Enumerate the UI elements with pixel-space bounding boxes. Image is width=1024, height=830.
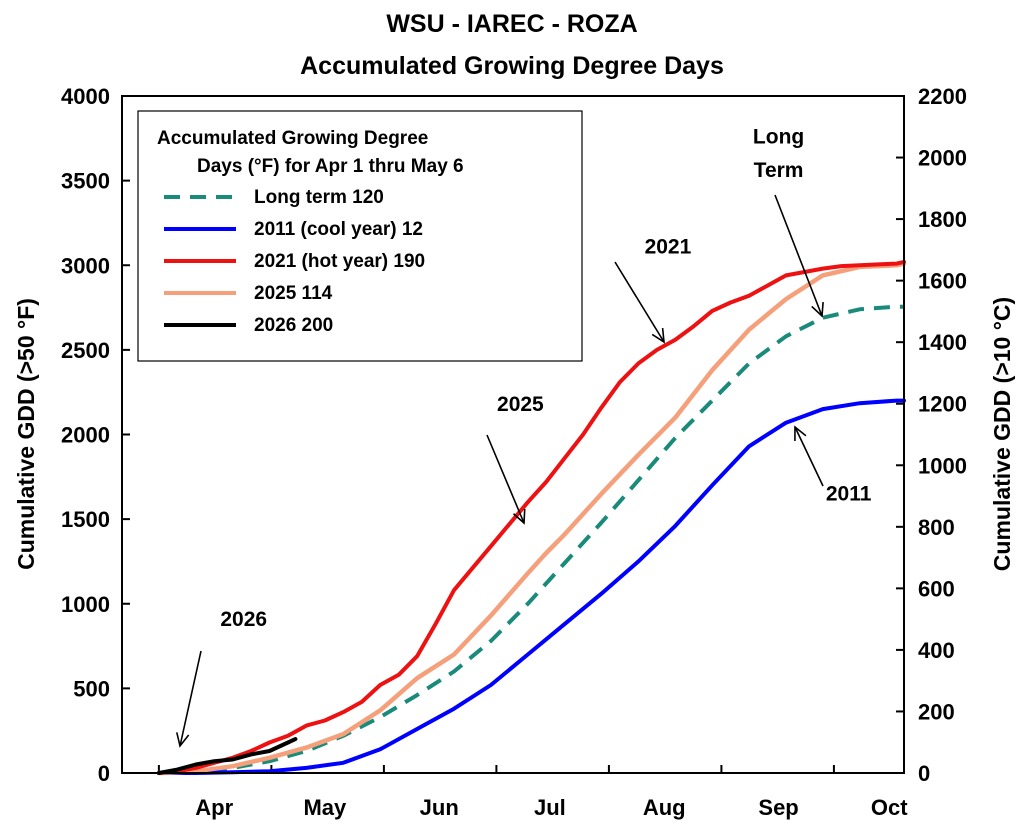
annotation-label-2: 2021 <box>645 235 692 258</box>
annotation-arrowhead-4 <box>175 732 190 748</box>
legend-label-0: Long term 120 <box>254 187 384 208</box>
series-line-2 <box>156 259 906 775</box>
legend-items: Long term 120 2011 (cool year) 12 2021 (ho… <box>164 187 425 336</box>
x-tick-label: Jun <box>420 795 459 820</box>
annotation-layer: Long Term 2021 2025 2011 2026 <box>175 125 872 748</box>
annotation-arrow-4 <box>179 650 202 747</box>
annotation-arrow-3 <box>794 426 824 487</box>
legend-title-line1: Accumulated Growing Degree <box>157 128 428 149</box>
y-left-tick-label: 3000 <box>61 253 110 278</box>
legend-label-4: 2026 200 <box>254 315 333 336</box>
axes-layer: 0 500 1000 1500 2000 2500 3000 3500 4000 0 200 400 6… <box>61 84 967 820</box>
legend-box <box>137 110 583 362</box>
annotation-label-5: 2026 <box>220 608 267 631</box>
annotation-arrowhead-2 <box>512 508 526 525</box>
annotation-label-1: Term <box>754 159 804 182</box>
chart-subtitle: Accumulated Growing Degree Days <box>300 52 724 80</box>
y-left-tick-label: 0 <box>98 761 110 786</box>
x-tick-label: Apr <box>195 795 233 820</box>
y-axis-left-label: Cumulative GDD (>50 °F) <box>13 298 39 570</box>
annotation-arrow-2 <box>486 434 525 524</box>
y-left-tick-label: 4000 <box>61 84 110 109</box>
y-left-tick-label: 500 <box>73 676 110 701</box>
y-right-tick-label: 400 <box>918 638 955 663</box>
y-axis-right-label: Cumulative GDD (>10 °C) <box>989 297 1015 571</box>
series-layer <box>156 259 907 776</box>
chart-title: WSU - IAREC - ROZA <box>386 10 637 38</box>
y-right-tick-label: 200 <box>918 699 955 724</box>
y-right-tick-label: 800 <box>918 515 955 540</box>
annotation-arrowhead-0 <box>811 301 824 318</box>
y-right-tick-label: 600 <box>918 576 955 601</box>
annotation-arrowhead-1 <box>651 327 665 344</box>
y-left-tick-label: 2000 <box>61 423 110 448</box>
y-left-tick-label: 1500 <box>61 507 110 532</box>
legend-label-2: 2021 (hot year) 190 <box>254 251 425 272</box>
series-line-1 <box>156 398 906 775</box>
y-right-tick-label: 2000 <box>918 146 967 171</box>
annotation-label-4: 2011 <box>826 483 872 506</box>
plot-frame <box>121 95 905 774</box>
y-right-tick-label: 1000 <box>918 453 967 478</box>
annotation-arrow-1 <box>614 261 665 343</box>
x-tick-label: Jul <box>534 795 566 820</box>
y-right-tick-label: 1600 <box>918 269 967 294</box>
y-left-tick-label: 1000 <box>61 592 110 617</box>
y-left-tick-label: 3500 <box>61 169 110 194</box>
series-line-3 <box>156 261 907 776</box>
y-right-tick-label: 1800 <box>918 207 967 232</box>
x-tick-label: Aug <box>643 795 686 820</box>
legend-label-1: 2011 (cool year) 12 <box>254 219 423 240</box>
legend-title-line2: Days (°F) for Apr 1 thru May 6 <box>197 156 464 177</box>
x-tick-label: Oct <box>871 795 908 820</box>
legend: Accumulated Growing Degree Days (°F) for… <box>137 110 583 362</box>
series-line-4 <box>156 737 298 775</box>
y-right-tick-label: 2200 <box>918 84 967 109</box>
series-line-0 <box>158 304 904 775</box>
y-right-tick-label: 1200 <box>918 392 967 417</box>
annotation-arrowhead-3 <box>794 425 807 442</box>
x-tick-label: Sep <box>758 795 798 820</box>
y-right-tick-label: 1400 <box>918 330 967 355</box>
x-tick-label: May <box>303 795 347 820</box>
y-right-tick-label: 0 <box>918 761 930 786</box>
annotation-arrow-0 <box>774 194 823 317</box>
annotation-label-0: Long <box>753 125 804 148</box>
annotation-label-3: 2025 <box>497 393 544 416</box>
legend-label-3: 2025 114 <box>254 283 333 304</box>
y-left-tick-label: 2500 <box>61 338 110 363</box>
